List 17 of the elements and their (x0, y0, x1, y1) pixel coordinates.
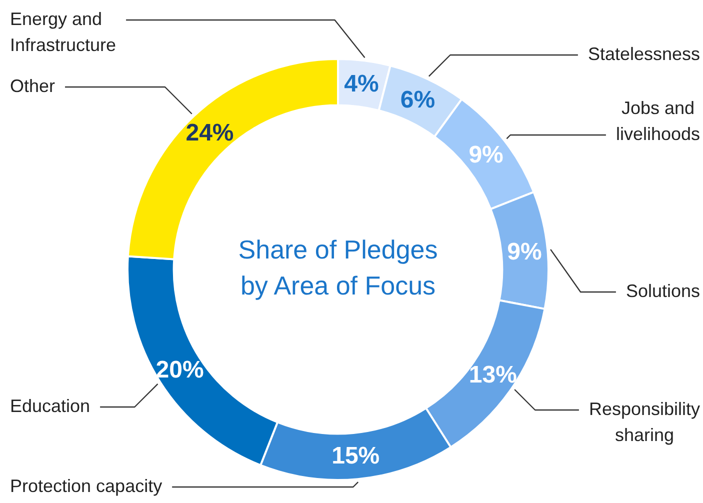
slice-label: Education (10, 396, 90, 416)
slice-label: Energy and Infrastructure (10, 8, 116, 55)
slice-label: Statelessness (588, 44, 700, 64)
data-label: 20% (156, 356, 204, 384)
data-label: 6% (400, 86, 436, 114)
data-label: 4% (344, 70, 379, 98)
slice-label: Other (10, 76, 56, 96)
slice-label: Solutions (626, 280, 700, 301)
slice-label: Jobs and livelihoods (616, 98, 700, 144)
slice-label: Responsibility sharing (588, 398, 700, 445)
data-label: 9% (468, 141, 504, 168)
data-label: 24% (186, 120, 234, 147)
slice-label: Protection capacity (10, 476, 162, 496)
data-label: 9% (507, 238, 542, 266)
data-label: 15% (332, 442, 380, 470)
text: Share of Pledges by Area of Focus (238, 234, 438, 301)
data-label: 13% (468, 361, 517, 388)
